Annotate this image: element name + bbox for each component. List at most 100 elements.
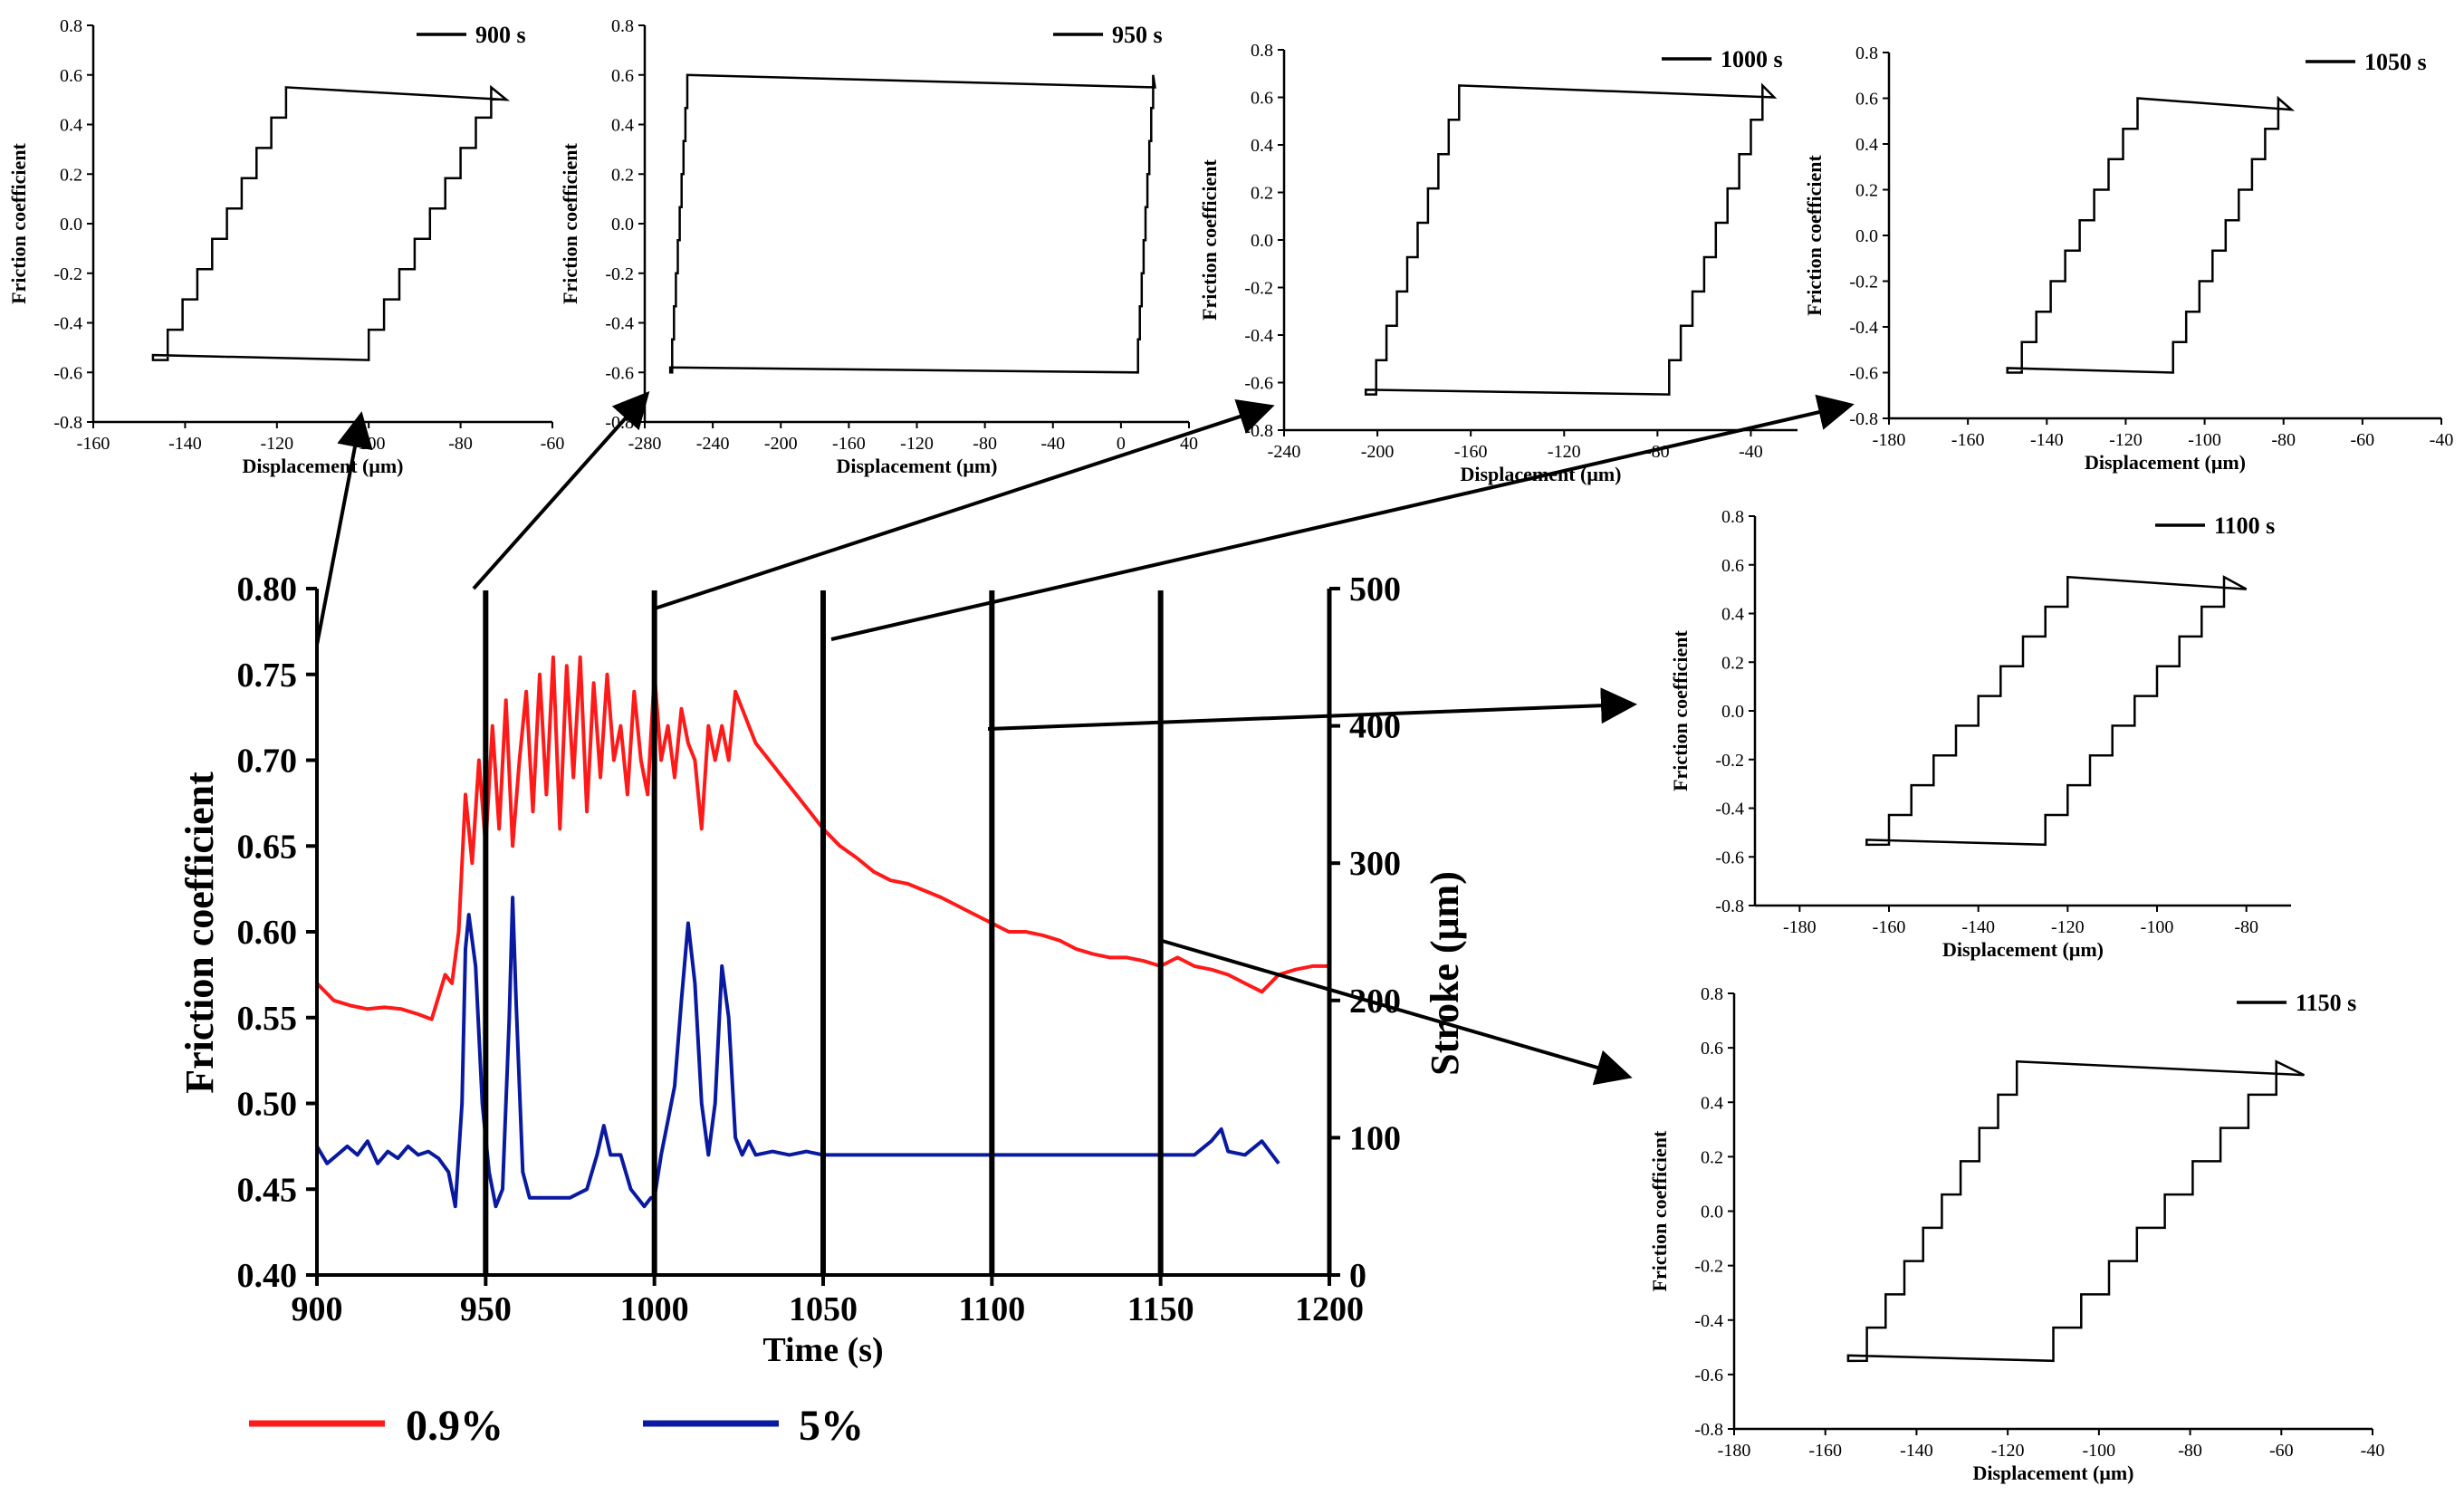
subplot-y-tick-label: -0.4 (1694, 1311, 1723, 1331)
subplot-y-tick-label: 0.4 (60, 116, 82, 136)
subplot-y-tick-label: 0.2 (611, 165, 634, 185)
subplot-y-tick-label: -0.6 (53, 363, 82, 383)
x-tick-label: 1000 (620, 1290, 689, 1328)
subplot-x-tick-label: -120 (1548, 442, 1581, 462)
subplot-x-tick-label: -160 (1873, 917, 1906, 937)
main-chart: 900 950 1000 1050 1100 1150 12000.400.450.500.… (177, 570, 1467, 1369)
subplot-x-tick-label: 0 (1117, 434, 1126, 454)
subplot-1000s: -240 -200 -160 -120 -80 -40-0.8-0.6-0.4-0.20.… (1198, 41, 1798, 485)
subplot-x-tick-label: -120 (1991, 1441, 2025, 1461)
subplot-x-axis-label: Displacement (μm) (2085, 451, 2246, 474)
connector-arrow-4 (830, 394, 1855, 641)
subplot-x-tick-label: -100 (2083, 1441, 2116, 1461)
subplot-y-tick-label: 0.8 (1251, 41, 1273, 61)
series-line-5pct (315, 896, 1280, 1209)
connector-arrow-3 (654, 398, 1275, 610)
subplot-x-tick-label: -160 (1454, 442, 1488, 462)
subplot-y-tick-label: 0.8 (60, 16, 82, 36)
subplot-y-tick-label: -0.6 (1849, 364, 1878, 384)
subplot-y-tick-label: -0.2 (1244, 279, 1273, 299)
subplot-x-tick-label: -140 (2030, 430, 2064, 450)
subplot-y-tick-label: 0.4 (1251, 136, 1273, 156)
legend-label-5pct: 5% (799, 1402, 864, 1450)
subplot-x-tick-label: -100 (2188, 430, 2221, 450)
subplot-x-tick-label: -40 (1040, 434, 1065, 454)
subplot-y-tick-label: -0.8 (1715, 896, 1744, 916)
connector-arrow-1 (315, 411, 373, 646)
subplot-y-tick-label: -0.6 (1244, 374, 1273, 394)
subplot-y-tick-label: 0.2 (1855, 181, 1878, 201)
subplot-x-tick-label: -120 (900, 434, 934, 454)
subplot-y-tick-label: -0.4 (1715, 800, 1744, 820)
subplot-y-tick-label: -0.8 (1849, 409, 1878, 429)
subplot-x-tick-label: -40 (1739, 442, 1763, 462)
subplot-y-axis-label: Friction coefficient (1669, 629, 1692, 791)
subplot-legend-label: 950 s (1112, 22, 1163, 48)
subplot-x-tick-label: -160 (832, 434, 866, 454)
y2-tick-label: 500 (1349, 570, 1401, 609)
subplot-x-tick-label: -120 (2051, 917, 2085, 937)
subplot-x-tick-label: -160 (77, 434, 110, 454)
subplot-y-tick-label: 0.6 (1251, 89, 1273, 109)
legend: 0.9% 5% (249, 1402, 864, 1450)
subplot-x-axis-label: Displacement (μm) (1460, 463, 1621, 485)
subplot-x-axis-label: Displacement (μm) (1942, 938, 2104, 961)
subplot-y-tick-label: 0.0 (1251, 231, 1273, 251)
subplot-y-tick-label: 0.6 (611, 66, 634, 86)
y-tick-label: 0.50 (237, 1086, 298, 1124)
y2-axis-label: Stroke (μm) (1423, 871, 1467, 1076)
subplot-x-tick-label: -40 (2361, 1441, 2385, 1461)
subplot-y-tick-label: -0.6 (1694, 1366, 1723, 1385)
subplot-1150s: -180 -160 -140 -120 -100 -80 -60 -40 -0.8 -0.6 -0.… (1648, 984, 2384, 1484)
subplot-x-tick-label: -80 (2271, 430, 2296, 450)
subplot-y-tick-label: -0.8 (53, 413, 82, 433)
x-tick-label: 950 (460, 1290, 512, 1328)
subplot-legend-label: 1050 s (2364, 49, 2427, 75)
subplot-x-tick-label: 40 (1180, 434, 1198, 454)
subplot-y-axis-label: Friction coefficient (1198, 158, 1221, 320)
hysteresis-loop (1865, 575, 2248, 847)
hysteresis-loop (2006, 95, 2296, 374)
subplot-900s: -160 -140 -120 -100 -80 -60-0.8-0.6-0.4-0.20.… (7, 16, 564, 477)
subplot-x-tick-label: -60 (2269, 1441, 2294, 1461)
hysteresis-loop (1846, 1059, 2306, 1363)
subplot-y-tick-label: -0.8 (1244, 421, 1273, 441)
y-tick-label: 0.60 (237, 914, 298, 952)
subplot-y-tick-label: 0.0 (1721, 702, 1744, 722)
subplot-y-tick-label: 0.0 (1701, 1203, 1723, 1222)
subplot-x-tick-label: -140 (1900, 1441, 1933, 1461)
subplot-x-tick-label: -200 (1361, 442, 1395, 462)
y-tick-label: 0.70 (237, 743, 298, 781)
subplot-y-tick-label: -0.8 (1694, 1420, 1723, 1440)
subplot-y-tick-label: 0.2 (1701, 1147, 1723, 1167)
hysteresis-loop (151, 84, 511, 361)
subplot-y-axis-label: Friction coefficient (7, 142, 30, 303)
connector-arrows (315, 391, 1855, 1086)
y-tick-label: 0.55 (237, 1000, 298, 1038)
y-tick-label: 0.45 (237, 1171, 298, 1209)
subplot-x-tick-label: -40 (2430, 430, 2454, 450)
subplot-x-tick-label: -60 (2351, 430, 2375, 450)
connector-arrow-5 (987, 687, 1637, 731)
subplot-x-tick-label: -120 (260, 434, 293, 454)
subplot-x-axis-label: Displacement (μm) (1972, 1462, 2133, 1484)
subplot-y-tick-label: 0.8 (611, 16, 634, 36)
hysteresis-loop (668, 73, 1156, 374)
legend-label-0-9pct: 0.9% (406, 1402, 503, 1450)
subplot-y-tick-label: -0.6 (1715, 848, 1744, 868)
hysteresis-loop (1364, 82, 1778, 396)
connector-arrow-2 (472, 391, 650, 590)
subplot-y-tick-label: 0.6 (1701, 1039, 1723, 1059)
subplot-x-axis-label: Displacement (μm) (242, 455, 403, 477)
subplot-y-tick-label: 0.4 (1721, 605, 1744, 625)
subplot-y-tick-label: 0.4 (1701, 1093, 1723, 1113)
y-tick-label: 0.80 (237, 570, 298, 609)
subplot-y-tick-label: -0.2 (605, 264, 634, 284)
subplot-x-tick-label: -140 (168, 434, 202, 454)
y2-tick-label: 300 (1349, 845, 1401, 883)
subplot-y-tick-label: -0.2 (1694, 1257, 1723, 1277)
subplot-x-tick-label: -240 (1268, 442, 1301, 462)
subplot-y-tick-label: 0.8 (1721, 507, 1744, 527)
subplot-legend-label: 1100 s (2214, 513, 2275, 539)
